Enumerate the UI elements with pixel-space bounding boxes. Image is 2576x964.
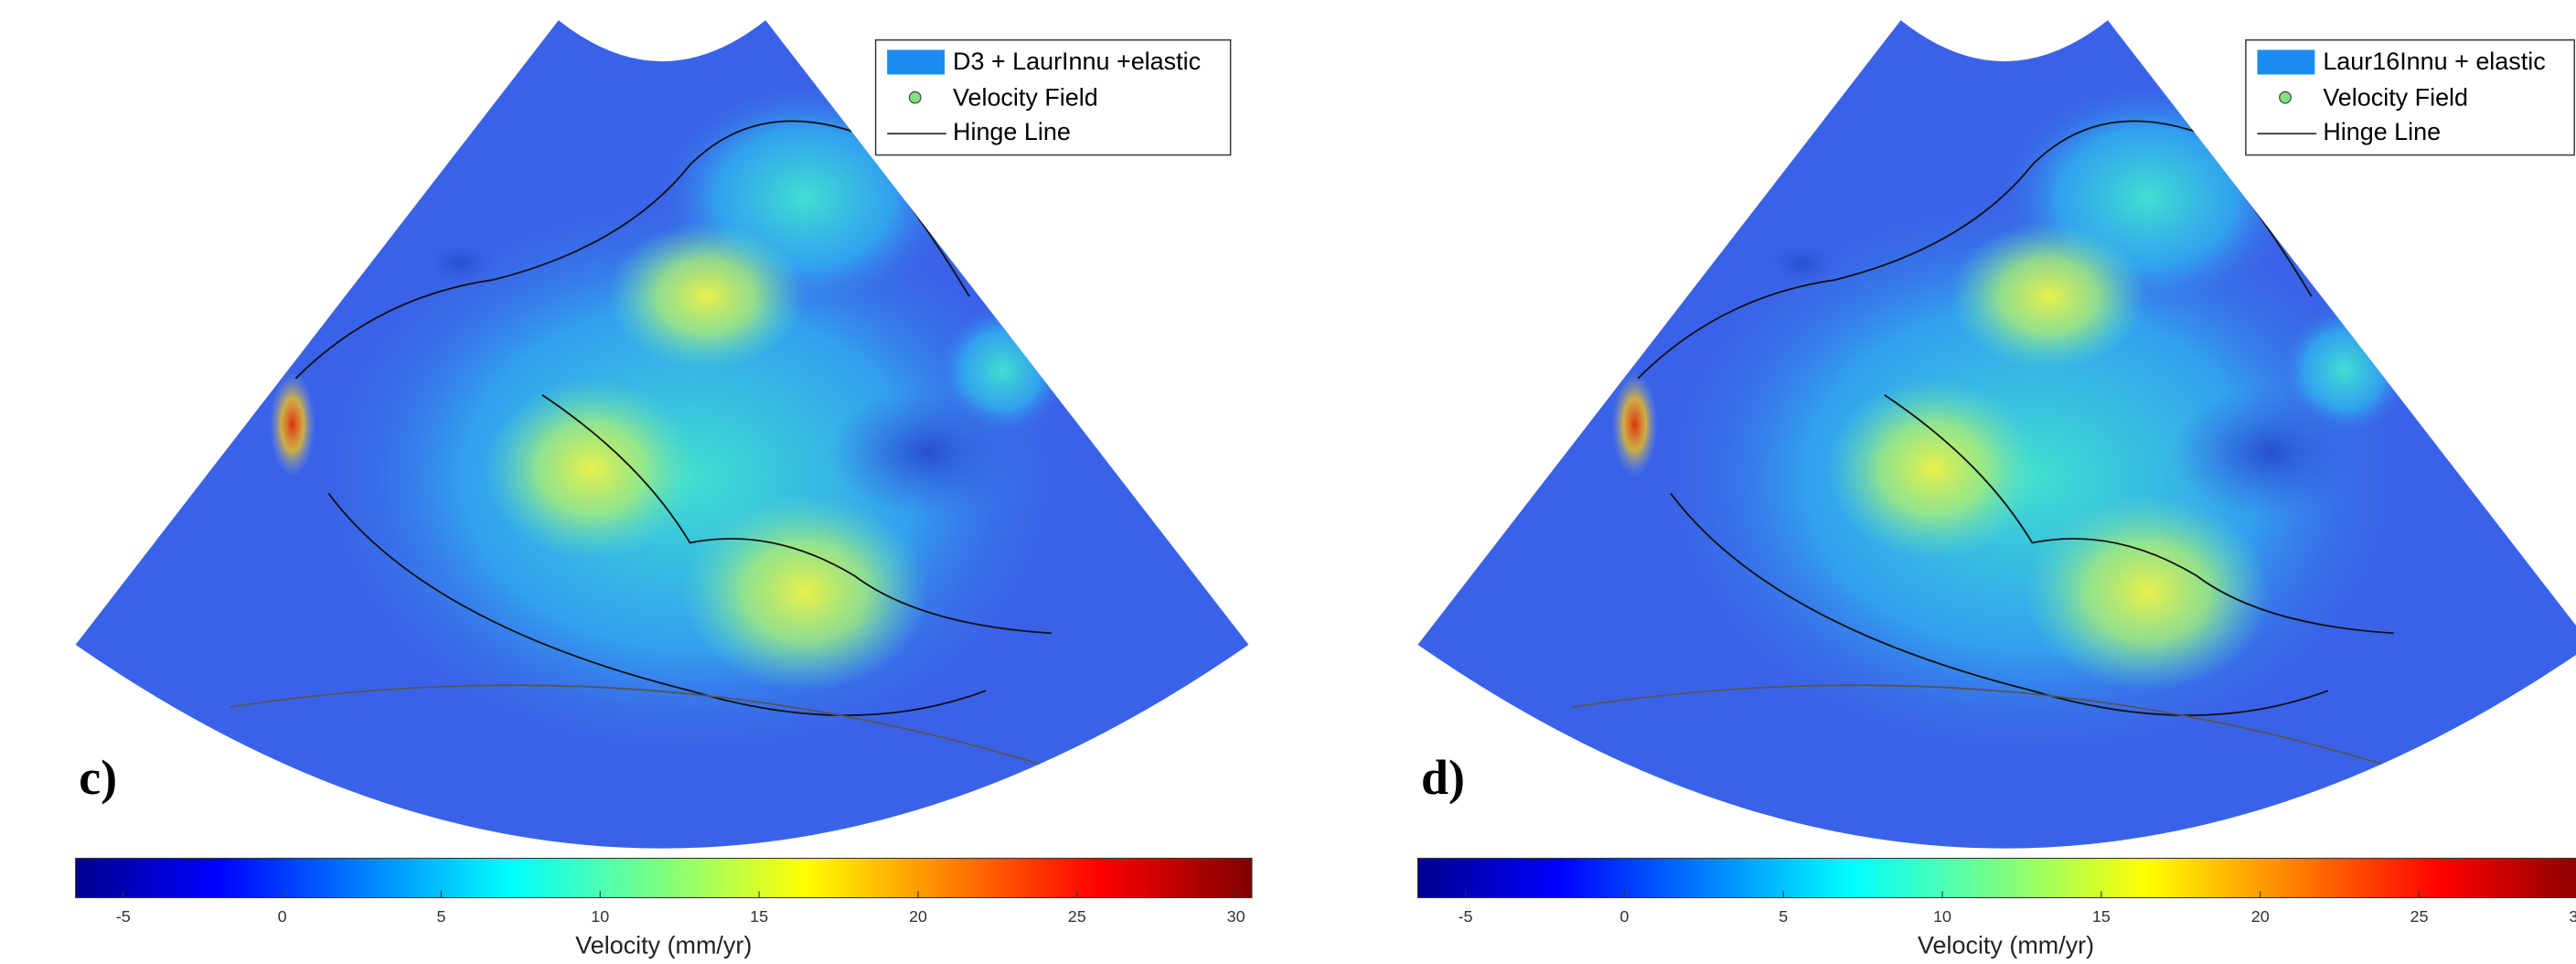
legend-label: Hinge Line xyxy=(953,118,1071,145)
velocity-blob xyxy=(681,493,929,691)
velocity-blob xyxy=(269,371,315,477)
colorbar-tick-label: 0 xyxy=(278,907,287,926)
legend-patch xyxy=(2257,49,2315,75)
velocity-blob xyxy=(1611,371,1658,477)
legend-label: Hinge Line xyxy=(2323,118,2441,145)
colorbar-tick-label: 5 xyxy=(1779,907,1788,926)
velocity-blob xyxy=(2172,386,2369,519)
velocity-blob xyxy=(829,386,1027,519)
colorbar xyxy=(1416,857,2576,899)
colorbar-tick-label: 30 xyxy=(2569,907,2576,926)
legend-label: Velocity Field xyxy=(2323,84,2468,112)
legend-dot xyxy=(908,91,922,104)
colorbar-tick-label: 15 xyxy=(2092,907,2111,926)
legend-label: D3 + LaurInnu +elastic xyxy=(953,48,1201,75)
colorbar-tick-label: 20 xyxy=(909,907,927,926)
hinge-line xyxy=(1572,684,2410,774)
colorbar xyxy=(75,857,1253,899)
hinge-line xyxy=(230,684,1069,774)
legend-label: Velocity Field xyxy=(953,84,1098,112)
colorbar-tick-label: 25 xyxy=(1068,907,1086,926)
velocity-blob xyxy=(419,239,501,289)
legend-dot xyxy=(2279,91,2292,104)
velocity-blob xyxy=(607,222,806,370)
colorbar-tick-label: 15 xyxy=(750,907,768,926)
panel-label: d) xyxy=(1421,750,1465,805)
velocity-blob xyxy=(1760,239,1844,289)
map-field xyxy=(1572,82,2410,774)
panel: c) D3 + LaurInnu +elastic Velocity Field Hi… xyxy=(75,20,1253,959)
colorbar-tick-label: 5 xyxy=(436,907,445,926)
colorbar-label: Velocity (mm/yr) xyxy=(575,932,752,959)
velocity-blob xyxy=(1826,378,2041,560)
colorbar-tick-label: 0 xyxy=(1619,907,1629,926)
legend-patch xyxy=(887,49,946,75)
colorbar-tick-label: -5 xyxy=(1459,907,1473,926)
panel-label: c) xyxy=(79,750,117,805)
velocity-blob xyxy=(484,378,699,560)
colorbar-tick-label: 25 xyxy=(2410,907,2429,926)
colorbar-tick-label: -5 xyxy=(116,907,131,926)
colorbar-tick-label: 20 xyxy=(2251,907,2270,926)
colorbar-tick-label: 30 xyxy=(1227,907,1245,926)
colorbar-tick-label: 10 xyxy=(591,907,609,926)
velocity-blob xyxy=(2024,493,2271,691)
velocity-blob xyxy=(1950,222,2148,370)
colorbar-label: Velocity (mm/yr) xyxy=(1918,932,2094,959)
legend-label: Laur16Innu + elastic xyxy=(2323,48,2545,75)
panel: d) Laur16Innu + elastic Velocity Field Hing… xyxy=(1416,20,2576,959)
colorbar-tick-label: 10 xyxy=(1933,907,1951,926)
